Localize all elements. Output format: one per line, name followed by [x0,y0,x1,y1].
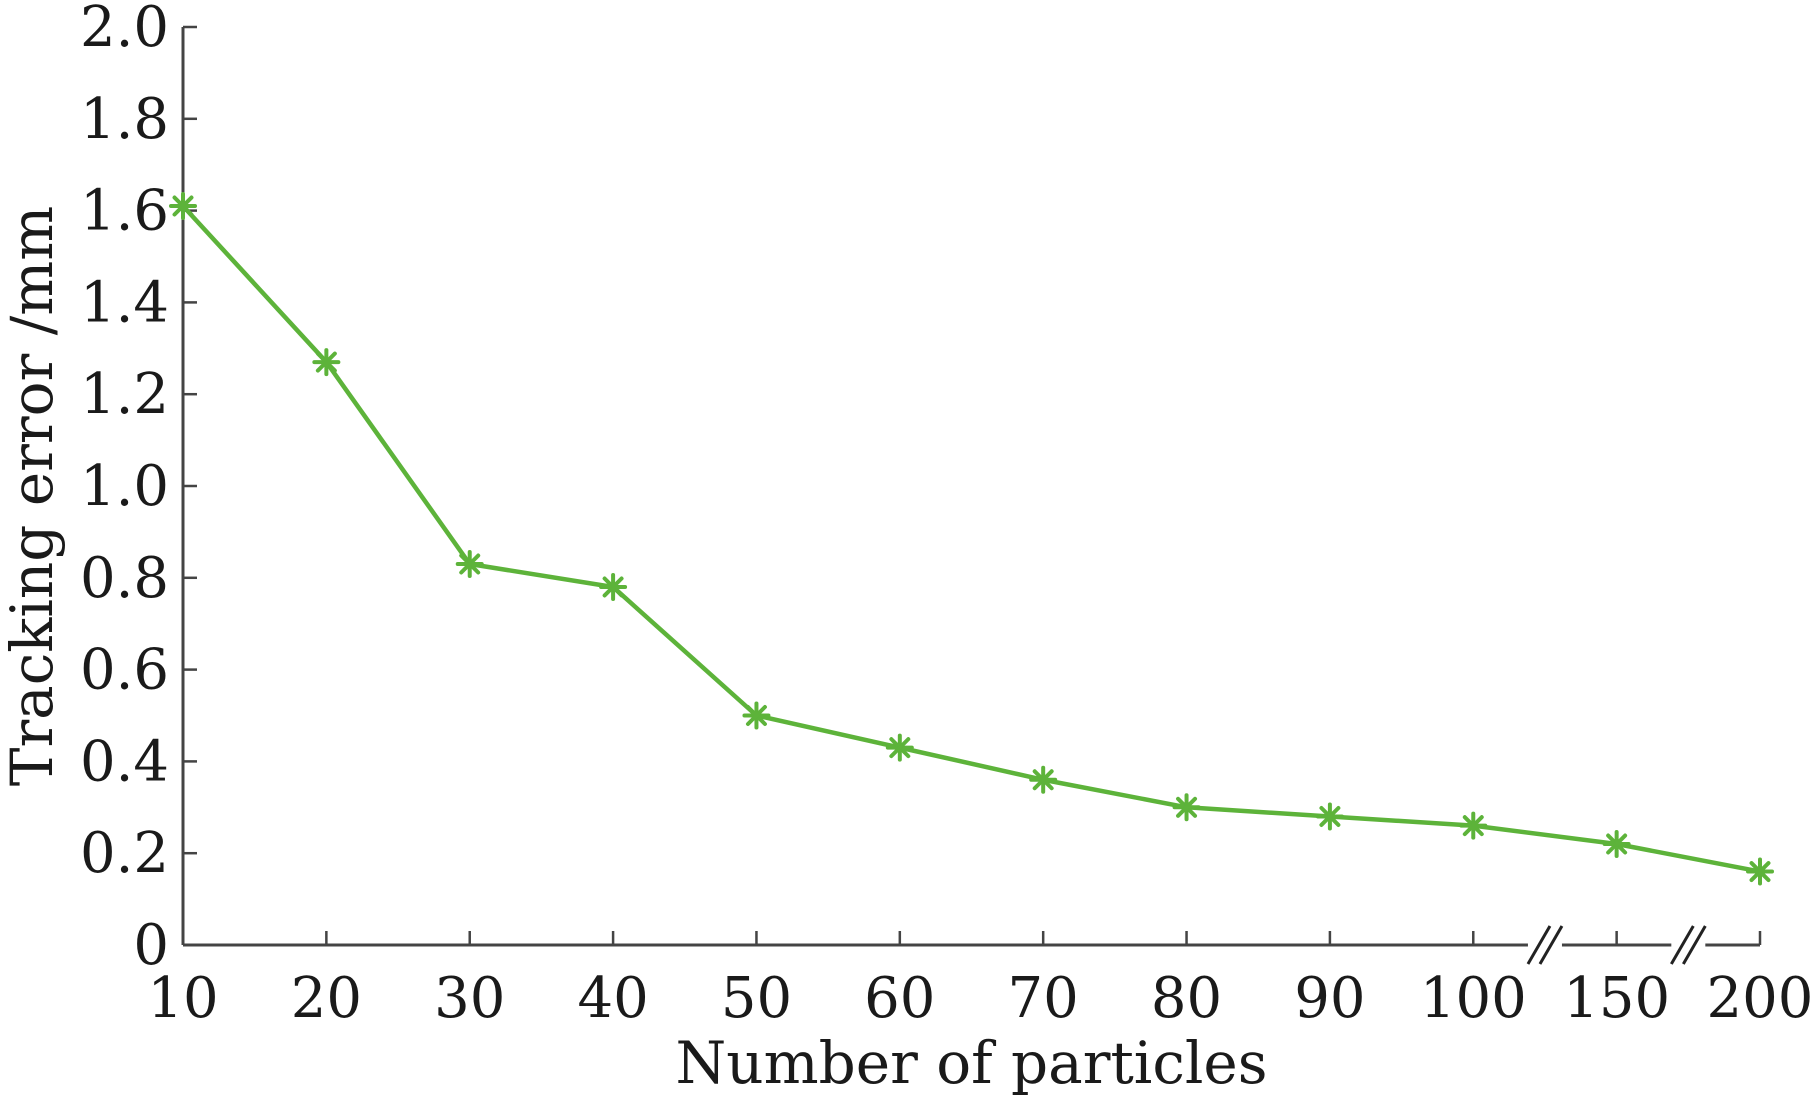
y-tick-label: 1.0 [80,454,169,519]
x-tick-label: 20 [291,966,362,1031]
x-tick-label: 70 [1008,966,1079,1031]
y-tick-label: 0.6 [80,638,169,703]
x-tick-label: 40 [577,966,648,1031]
data-point-marker [312,348,341,377]
x-tick-label: 150 [1563,966,1670,1031]
x-tick-label: 200 [1707,966,1814,1031]
y-axis-title: Tracking error /mm [0,206,66,786]
x-tick-label: 80 [1151,966,1222,1031]
series-group [169,192,1774,886]
data-point-marker [885,733,914,762]
x-tick-label: 30 [434,966,505,1031]
series-line [181,204,1761,874]
y-tick-label: 1.4 [80,270,169,335]
y-tick-label: 0.8 [80,546,169,611]
y-tick-label: 1.8 [80,87,169,152]
x-axis-ticks: 10 20 30 40 50 60 70 80 90 100 150 200 [147,931,1813,1031]
axis-break-mark [1670,925,1707,965]
y-tick-label: 1.2 [80,362,169,427]
x-tick-label: 10 [147,966,218,1031]
data-point-marker [1172,793,1201,822]
data-point-marker [742,701,771,730]
data-point-marker [455,550,484,579]
data-point-marker [1315,802,1344,831]
y-tick-label: 0.4 [80,729,169,794]
axes [181,27,1760,947]
x-tick-label: 50 [721,966,792,1031]
data-point-marker [1029,765,1058,794]
y-tick-label: 0 [133,913,169,978]
data-point-marker [1459,811,1488,840]
axis-break-mark [1526,925,1564,965]
y-tick-label: 0.2 [80,821,169,886]
x-tick-label: 60 [864,966,935,1031]
y-tick-label: 1.6 [80,179,169,244]
x-tick-label: 90 [1294,966,1365,1031]
data-point-marker [599,572,628,601]
y-tick-label: 2.0 [80,0,169,60]
data-point-marker [169,192,197,221]
x-axis-title: Number of particles [676,1029,1268,1097]
data-point-marker [1746,857,1774,886]
x-tick-label: 100 [1420,966,1527,1031]
y-axis-ticks: 0 0.2 0.4 0.6 0.8 1.0 1.2 1.4 1.6 1.8 2.0 [80,0,197,978]
axis-break-marks [1526,925,1707,965]
data-point-marker [1602,830,1631,859]
